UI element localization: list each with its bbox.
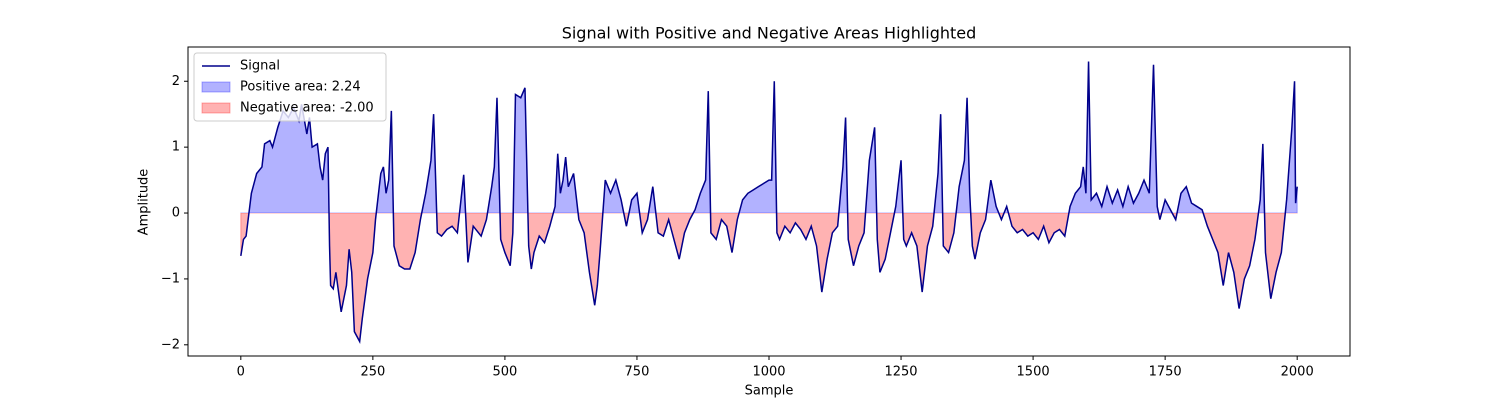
chart-title: Signal with Positive and Negative Areas …	[562, 24, 977, 43]
area-fill	[240, 213, 1298, 344]
signal-line	[240, 61, 1298, 344]
y-tick-label: 0	[172, 206, 180, 221]
legend-box	[193, 52, 387, 122]
y-axis-label: Amplitude	[137, 169, 152, 236]
x-tick-label: 1500	[1017, 365, 1050, 380]
x-tick-label: 1750	[1149, 365, 1182, 380]
x-tick-label: 2000	[1281, 365, 1314, 380]
x-tick-label: 1000	[752, 365, 785, 380]
legend-label: Negative area: -2.00	[240, 101, 374, 116]
legend-label: Signal	[240, 59, 280, 74]
area-fill	[240, 61, 1298, 214]
y-tick-label: −1	[161, 271, 180, 286]
legend-swatch	[201, 81, 231, 93]
legend-label: Positive area: 2.24	[240, 80, 361, 95]
x-tick-label: 1250	[884, 365, 917, 380]
y-tick-label: −2	[161, 337, 180, 352]
x-tick-label: 750	[625, 365, 650, 380]
x-tick-label: 500	[492, 365, 517, 380]
x-tick-label: 250	[360, 365, 385, 380]
x-tick-label: 0	[237, 365, 245, 380]
legend-swatch	[201, 102, 231, 114]
y-tick-label: 2	[172, 74, 180, 89]
y-tick-label: 1	[172, 140, 180, 155]
x-axis-label: Sample	[745, 384, 794, 399]
